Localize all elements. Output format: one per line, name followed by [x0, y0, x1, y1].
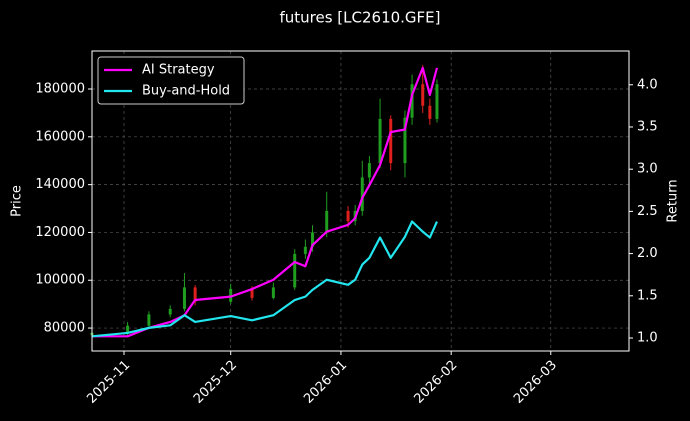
y2-tick-label: 3.5	[637, 119, 658, 134]
candle-body	[360, 177, 364, 211]
y2-tick-label: 2.0	[637, 246, 658, 261]
candle-body	[250, 288, 254, 298]
candle-body	[389, 118, 393, 164]
candle-body	[271, 287, 275, 298]
line-series	[91, 220, 438, 338]
candle-body	[421, 84, 425, 106]
y-tick-label: 80000	[44, 321, 85, 336]
candle-body	[303, 246, 307, 254]
y-tick-label: 160000	[35, 129, 85, 144]
candle-body	[410, 84, 414, 118]
y-tick-label: 100000	[35, 273, 85, 288]
candle-body	[367, 163, 371, 178]
y-tick-label: 180000	[35, 82, 85, 97]
candle-body	[310, 232, 314, 247]
candle-body	[346, 210, 350, 222]
candle-body	[126, 325, 130, 333]
chart-title: futures [LC2610.GFE]	[279, 9, 440, 27]
candle-body	[182, 287, 186, 309]
candle-body	[428, 105, 432, 119]
plot-frame	[91, 50, 630, 352]
y2-tick-label: 3.0	[637, 162, 658, 177]
candle-body	[325, 210, 329, 233]
candle-body	[435, 84, 439, 119]
candle-body	[403, 117, 407, 164]
y2-tick-label: 1.5	[637, 288, 658, 303]
y-tick-label: 140000	[35, 177, 85, 192]
y2-tick-label: 2.5	[637, 204, 658, 219]
candle-body	[293, 253, 297, 288]
y-axis-label: Price	[10, 185, 25, 217]
legend: AI Strategy Buy-and-Hold	[97, 56, 245, 105]
y2-axis-label: Return	[666, 179, 681, 222]
y2-tick-label: 1.0	[637, 331, 658, 346]
legend-box	[97, 56, 245, 105]
candle-body	[229, 288, 233, 302]
candle-body	[193, 287, 197, 302]
candle-body	[378, 118, 382, 164]
y-tick-label: 120000	[35, 225, 85, 240]
candle-body	[147, 314, 151, 326]
candle-body	[168, 308, 172, 315]
legend-label: Buy-and-Hold	[142, 84, 230, 99]
y2-tick-label: 4.0	[637, 77, 658, 92]
legend-label: AI Strategy	[142, 63, 215, 78]
